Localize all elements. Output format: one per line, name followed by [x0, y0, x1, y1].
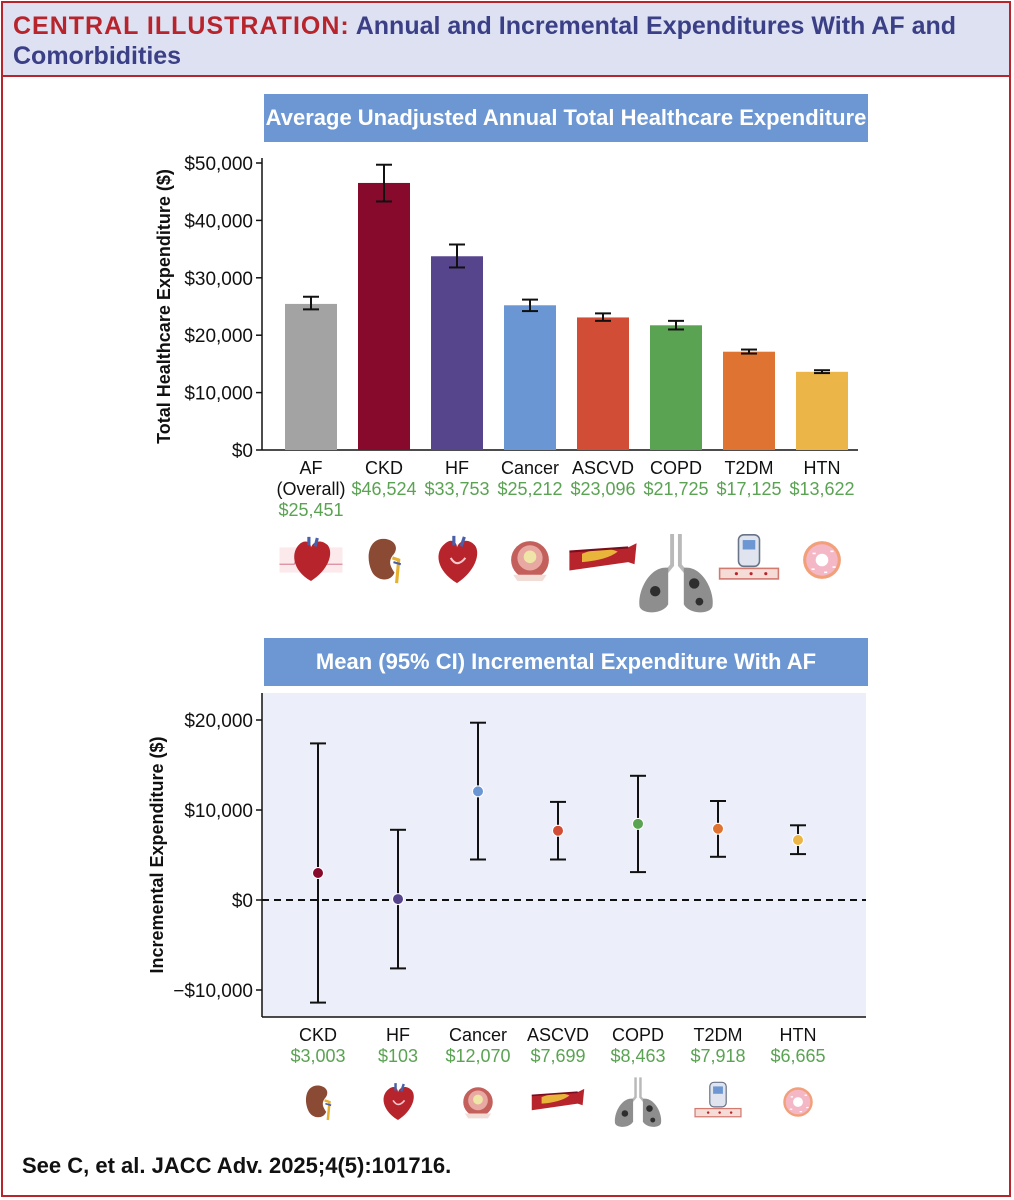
- error-bar-ascvd: [595, 312, 611, 322]
- top-donut-icon: [803, 541, 841, 579]
- bar-ascvd: [577, 317, 629, 450]
- chart1-category-label: AF: [299, 458, 322, 478]
- chart2-y-tick-label: $0: [232, 891, 253, 912]
- chart1-y-tick-label: $20,000: [184, 326, 253, 347]
- point-ascvd: [552, 824, 564, 837]
- bottom-heart-icon: [383, 1083, 414, 1121]
- top-heart-ecg-icon: [279, 536, 343, 581]
- chart2-value-label: $8,463: [610, 1046, 665, 1066]
- chart2-category-label: COPD: [612, 1025, 664, 1045]
- bottom-tumor-icon: [463, 1087, 493, 1119]
- chart1-category-label: CKD: [365, 458, 403, 478]
- point-cancer: [472, 785, 484, 798]
- chart2-value-label: $7,918: [690, 1046, 745, 1066]
- chart1-value-label: $25,212: [497, 479, 562, 499]
- chart1-y-tick-label: $30,000: [184, 269, 253, 290]
- chart2-title: Mean (95% CI) Incremental Expenditure Wi…: [264, 638, 868, 686]
- chart2-value-label: $3,003: [290, 1046, 345, 1066]
- chart1-category-label: HTN: [804, 458, 841, 478]
- error-bar-af: [303, 295, 319, 311]
- point-copd: [632, 817, 644, 830]
- bottom-donut-icon: [783, 1087, 813, 1117]
- chart1-category-label: (Overall): [276, 479, 345, 499]
- chart2: −$10,000 $0 $10,000 $20,000 Incremental Expe…: [147, 693, 866, 1066]
- point-hf: [392, 893, 404, 906]
- bar-htn: [796, 371, 848, 450]
- error-bar-ckd: [376, 163, 392, 203]
- top-lungs-icon: [639, 534, 713, 613]
- chart1-category-label: COPD: [650, 458, 702, 478]
- chart2-value-label: $6,665: [770, 1046, 825, 1066]
- chart1-y-tick-label: $40,000: [184, 211, 253, 232]
- title-text: Annual and Incremental Expenditures With…: [13, 12, 957, 70]
- chart1-y-tick-label: $50,000: [184, 154, 253, 175]
- chart1-y-axis-label: Total Healthcare Expenditure ($): [154, 169, 174, 444]
- bar-t2dm: [723, 351, 775, 450]
- top-glucose-meter-icon: [718, 534, 780, 580]
- top-tumor-icon: [511, 541, 549, 581]
- chart2-y-tick-label: −$10,000: [173, 981, 253, 1002]
- point-t2dm: [712, 822, 724, 835]
- chart1-value-label: $33,753: [424, 479, 489, 499]
- page-title: CENTRAL ILLUSTRATION: Annual and Incremen…: [13, 11, 1003, 71]
- chart1-title: Average Unadjusted Annual Total Healthca…: [264, 94, 868, 142]
- chart2-y-axis-label: Incremental Expenditure ($): [147, 736, 167, 973]
- chart1-category-label: Cancer: [501, 458, 559, 478]
- citation: See C, et al. JACC Adv. 2025;4(5):101716…: [22, 1153, 452, 1178]
- chart1: $0 $10,000 $20,000 $30,000 $40,000 $50,000 Tot…: [154, 154, 858, 520]
- chart2-category-label: ASCVD: [527, 1025, 589, 1045]
- chart2-value-label: $103: [378, 1046, 418, 1066]
- point-ckd: [312, 866, 324, 879]
- bar-ckd: [358, 182, 410, 450]
- top-heart-icon: [438, 535, 478, 584]
- chart2-y-tick-label: $10,000: [184, 801, 253, 822]
- chart1-category-label: T2DM: [725, 458, 774, 478]
- chart1-value-label: $13,622: [789, 479, 854, 499]
- chart2-value-label: $7,699: [530, 1046, 585, 1066]
- chart1-value-label: $46,524: [351, 479, 416, 499]
- chart1-category-label: HF: [445, 458, 469, 478]
- bar-cancer: [504, 305, 556, 450]
- bar-af: [285, 303, 337, 450]
- error-bar-htn: [814, 369, 830, 375]
- chart2-category-label: HF: [386, 1025, 410, 1045]
- chart1-value-label: $23,096: [570, 479, 635, 499]
- bar-copd: [650, 325, 702, 450]
- chart1-y-tick-label: $10,000: [184, 384, 253, 405]
- chart1-y-tick-label: $0: [232, 441, 253, 462]
- bottom-glucose-meter-icon: [694, 1081, 742, 1118]
- bar-hf: [431, 256, 483, 450]
- chart2-category-label: CKD: [299, 1025, 337, 1045]
- title-lead: CENTRAL ILLUSTRATION:: [13, 12, 350, 40]
- bottom-lungs-icon: [614, 1077, 662, 1127]
- top-artery-plaque-icon: [569, 543, 637, 571]
- chart2-plot-area: [262, 693, 866, 1017]
- chart2-category-label: HTN: [780, 1025, 817, 1045]
- chart1-value-label: $17,125: [716, 479, 781, 499]
- error-bar-copd: [668, 319, 684, 331]
- chart2-value-label: $12,070: [445, 1046, 510, 1066]
- error-bar-hf: [449, 243, 465, 269]
- chart2-category-label: Cancer: [449, 1025, 507, 1045]
- chart1-value-label: $21,725: [643, 479, 708, 499]
- error-bar-cancer: [522, 298, 538, 313]
- point-htn: [792, 834, 804, 847]
- chart1-category-label: ASCVD: [572, 458, 634, 478]
- bottom-kidney-icon: [305, 1085, 332, 1121]
- bottom-artery-plaque-icon: [531, 1088, 585, 1111]
- chart2-category-label: T2DM: [694, 1025, 743, 1045]
- chart2-y-tick-label: $20,000: [184, 711, 253, 732]
- chart1-value-label: $25,451: [278, 500, 343, 520]
- error-bar-t2dm: [741, 348, 757, 355]
- header-bar: CENTRAL ILLUSTRATION: Annual and Incremen…: [3, 3, 1009, 77]
- top-kidney-icon: [368, 538, 402, 584]
